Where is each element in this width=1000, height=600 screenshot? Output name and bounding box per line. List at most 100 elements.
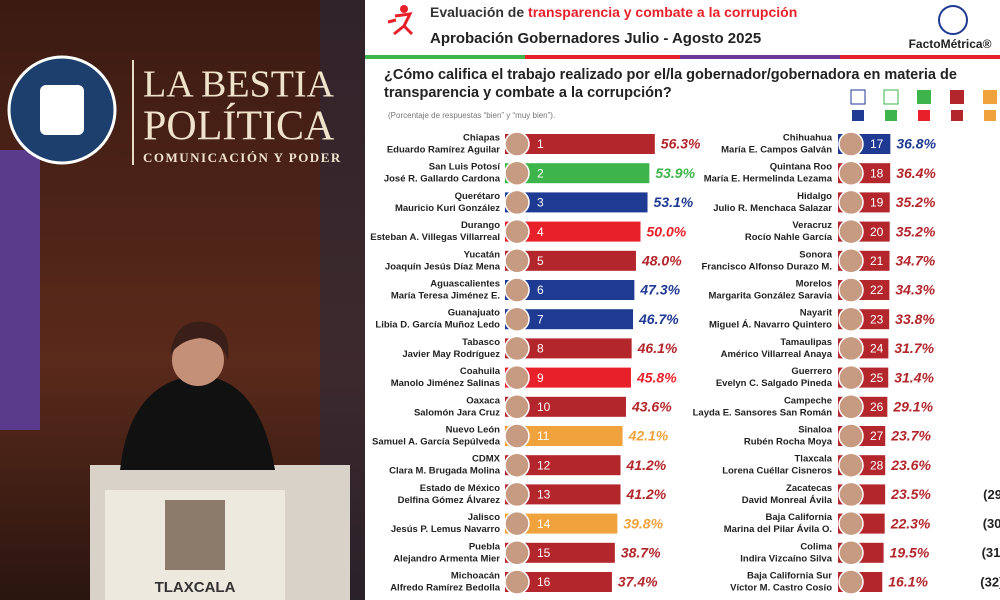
party-swatch <box>984 110 996 121</box>
governor-label: María E. Campos Galván <box>721 145 832 156</box>
governor-label: Mauricio Kuri González <box>395 203 500 214</box>
podium-crest <box>165 500 225 570</box>
bar <box>505 542 615 563</box>
rule <box>840 55 1000 59</box>
value-label: 16.1% <box>888 574 928 590</box>
governor-label: Samuel A. García Sepúlveda <box>372 437 501 448</box>
value-label: 35.2% <box>896 194 936 210</box>
governor-label: Víctor M. Castro Cosío <box>730 583 832 594</box>
rule <box>680 55 840 59</box>
value-label: 23.7% <box>890 428 931 444</box>
value-label: 50.0% <box>647 223 687 239</box>
party-logos <box>850 89 997 121</box>
face <box>838 452 864 478</box>
governor-label: María Teresa Jiménez E. <box>391 291 500 302</box>
face <box>504 160 530 186</box>
party-swatch <box>951 110 963 121</box>
face <box>838 569 864 595</box>
state-label: Yucatán <box>464 249 501 260</box>
value-label: 46.1% <box>637 340 678 356</box>
value-label: 37.4% <box>618 574 658 590</box>
governor-label: Rubén Rocha Moya <box>744 437 833 448</box>
party-logo <box>917 90 931 104</box>
bar <box>505 338 632 359</box>
bar <box>505 309 634 330</box>
rank-label: 16 <box>537 575 551 589</box>
rank-label: 19 <box>870 196 884 210</box>
state-label: CDMX <box>472 454 501 465</box>
governor-label: Margarita González Saravia <box>708 291 832 302</box>
value-label: 31.7% <box>894 340 934 356</box>
governor-label: María E. Hermelinda Lezama <box>704 174 833 185</box>
rank-label: 8 <box>537 342 544 356</box>
face <box>838 423 864 449</box>
state-label: Michoacán <box>451 571 500 582</box>
state-label: Quintana Roo <box>770 162 832 173</box>
rank-label: 5 <box>537 254 544 268</box>
rank-label: 2 <box>537 166 544 180</box>
brand-tagline: COMUNICACIÓN Y PODER <box>143 150 342 165</box>
value-label: 53.1% <box>654 194 694 210</box>
state-label: Tlaxcala <box>795 454 833 465</box>
logo-icon <box>40 85 84 135</box>
face <box>504 131 530 157</box>
governor-label: Lorena Cuéllar Cisneros <box>722 466 832 477</box>
face <box>504 277 530 303</box>
state-label: Baja California Sur <box>747 571 832 582</box>
state-label: Nayarit <box>800 308 833 319</box>
state-label: Jalisco <box>468 512 500 523</box>
rank-label: 11 <box>537 429 550 443</box>
governor-label: Marina del Pilar Ávila O. <box>724 524 832 535</box>
value-label: 36.8% <box>896 136 936 152</box>
governor-label: Alejandro Armenta Mier <box>393 553 500 564</box>
face <box>504 569 530 595</box>
party-logo <box>983 90 997 104</box>
value-label: 36.4% <box>896 165 936 181</box>
governor-label: Américo Villarreal Anaya <box>721 349 833 360</box>
value-label: 41.2% <box>626 457 667 473</box>
face <box>838 189 864 216</box>
state-label: Tabasco <box>462 337 500 348</box>
state-label: Baja California <box>765 512 832 523</box>
header-title-prefix: Evaluación de <box>430 4 528 20</box>
state-label: Hidalgo <box>797 191 832 202</box>
party-swatch <box>885 110 897 121</box>
governor-label: Manolo Jiménez Salinas <box>391 378 500 389</box>
value-label: 33.8% <box>895 311 935 327</box>
state-label: Nuevo León <box>446 425 501 436</box>
brand-line: LA BESTIA <box>143 64 335 106</box>
face <box>504 335 530 362</box>
state-label: Veracruz <box>792 220 832 231</box>
value-label: 42.1% <box>628 428 669 444</box>
rank-label: 13 <box>537 488 551 502</box>
rank-label: 24 <box>870 342 884 356</box>
rank-label: (31) <box>982 545 1000 560</box>
face <box>838 306 864 332</box>
rank-label: 14 <box>537 517 551 531</box>
rank-label: 18 <box>870 166 884 180</box>
face <box>838 277 864 303</box>
bar <box>505 572 612 592</box>
rule <box>365 55 525 59</box>
state-label: Colima <box>800 541 832 552</box>
value-label: 47.3% <box>639 282 680 298</box>
rank-label: 27 <box>870 429 884 443</box>
state-label: Sonora <box>799 249 832 260</box>
governor-label: Indira Vizcaíno Silva <box>740 553 832 564</box>
state-label: Sinaloa <box>798 425 833 436</box>
value-label: 23.5% <box>890 486 931 502</box>
brand: FactoMétrica® <box>909 37 992 51</box>
face <box>504 510 530 537</box>
value-label: 31.4% <box>894 369 934 385</box>
person-head <box>172 334 224 386</box>
podium-text: TLAXCALA <box>155 579 236 596</box>
party-logo <box>883 89 899 105</box>
rank-label: 25 <box>870 371 884 385</box>
rank-label: (32) <box>980 574 1000 589</box>
party-logo <box>850 89 866 105</box>
value-label: 29.1% <box>892 399 933 415</box>
state-label: San Luis Potosí <box>429 162 501 173</box>
face <box>504 248 530 274</box>
rank-label: 7 <box>537 312 544 326</box>
